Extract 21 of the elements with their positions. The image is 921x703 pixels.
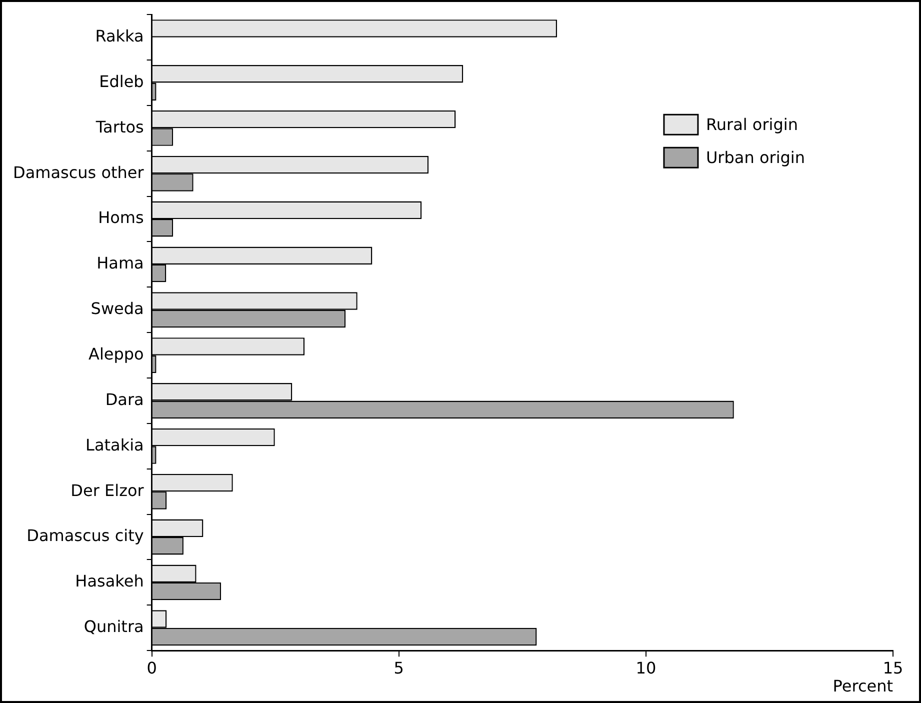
x-tick-label: 15 (882, 658, 904, 678)
y-tick-label: Hama (96, 254, 144, 273)
y-tick-label: Hasakeh (75, 572, 144, 591)
y-tick-label: Rakka (95, 26, 144, 46)
y-tick-label: Qunitra (84, 617, 144, 636)
legend-label: Rural origin (706, 114, 798, 134)
x-tick-label: 0 (146, 658, 157, 678)
y-tick-label: Damascus other (12, 162, 144, 182)
y-tick-label: Aleppo (88, 344, 144, 364)
y-tick-label: Tartos (94, 117, 144, 136)
y-tick-label: Latakia (86, 435, 144, 454)
x-tick-label: 5 (394, 658, 404, 678)
y-tick-label: Dara (105, 390, 144, 409)
y-tick-label: Sweda (90, 299, 144, 318)
x-axis-title: Percent (832, 676, 893, 696)
x-tick-label: 10 (636, 658, 656, 678)
legend-label: Urban origin (706, 148, 805, 167)
y-tick-label: Edleb (99, 72, 144, 91)
y-tick-label: Der Elzor (70, 480, 144, 500)
y-tick-label: Damascus city (26, 526, 144, 546)
y-tick-label: Homs (98, 208, 144, 228)
